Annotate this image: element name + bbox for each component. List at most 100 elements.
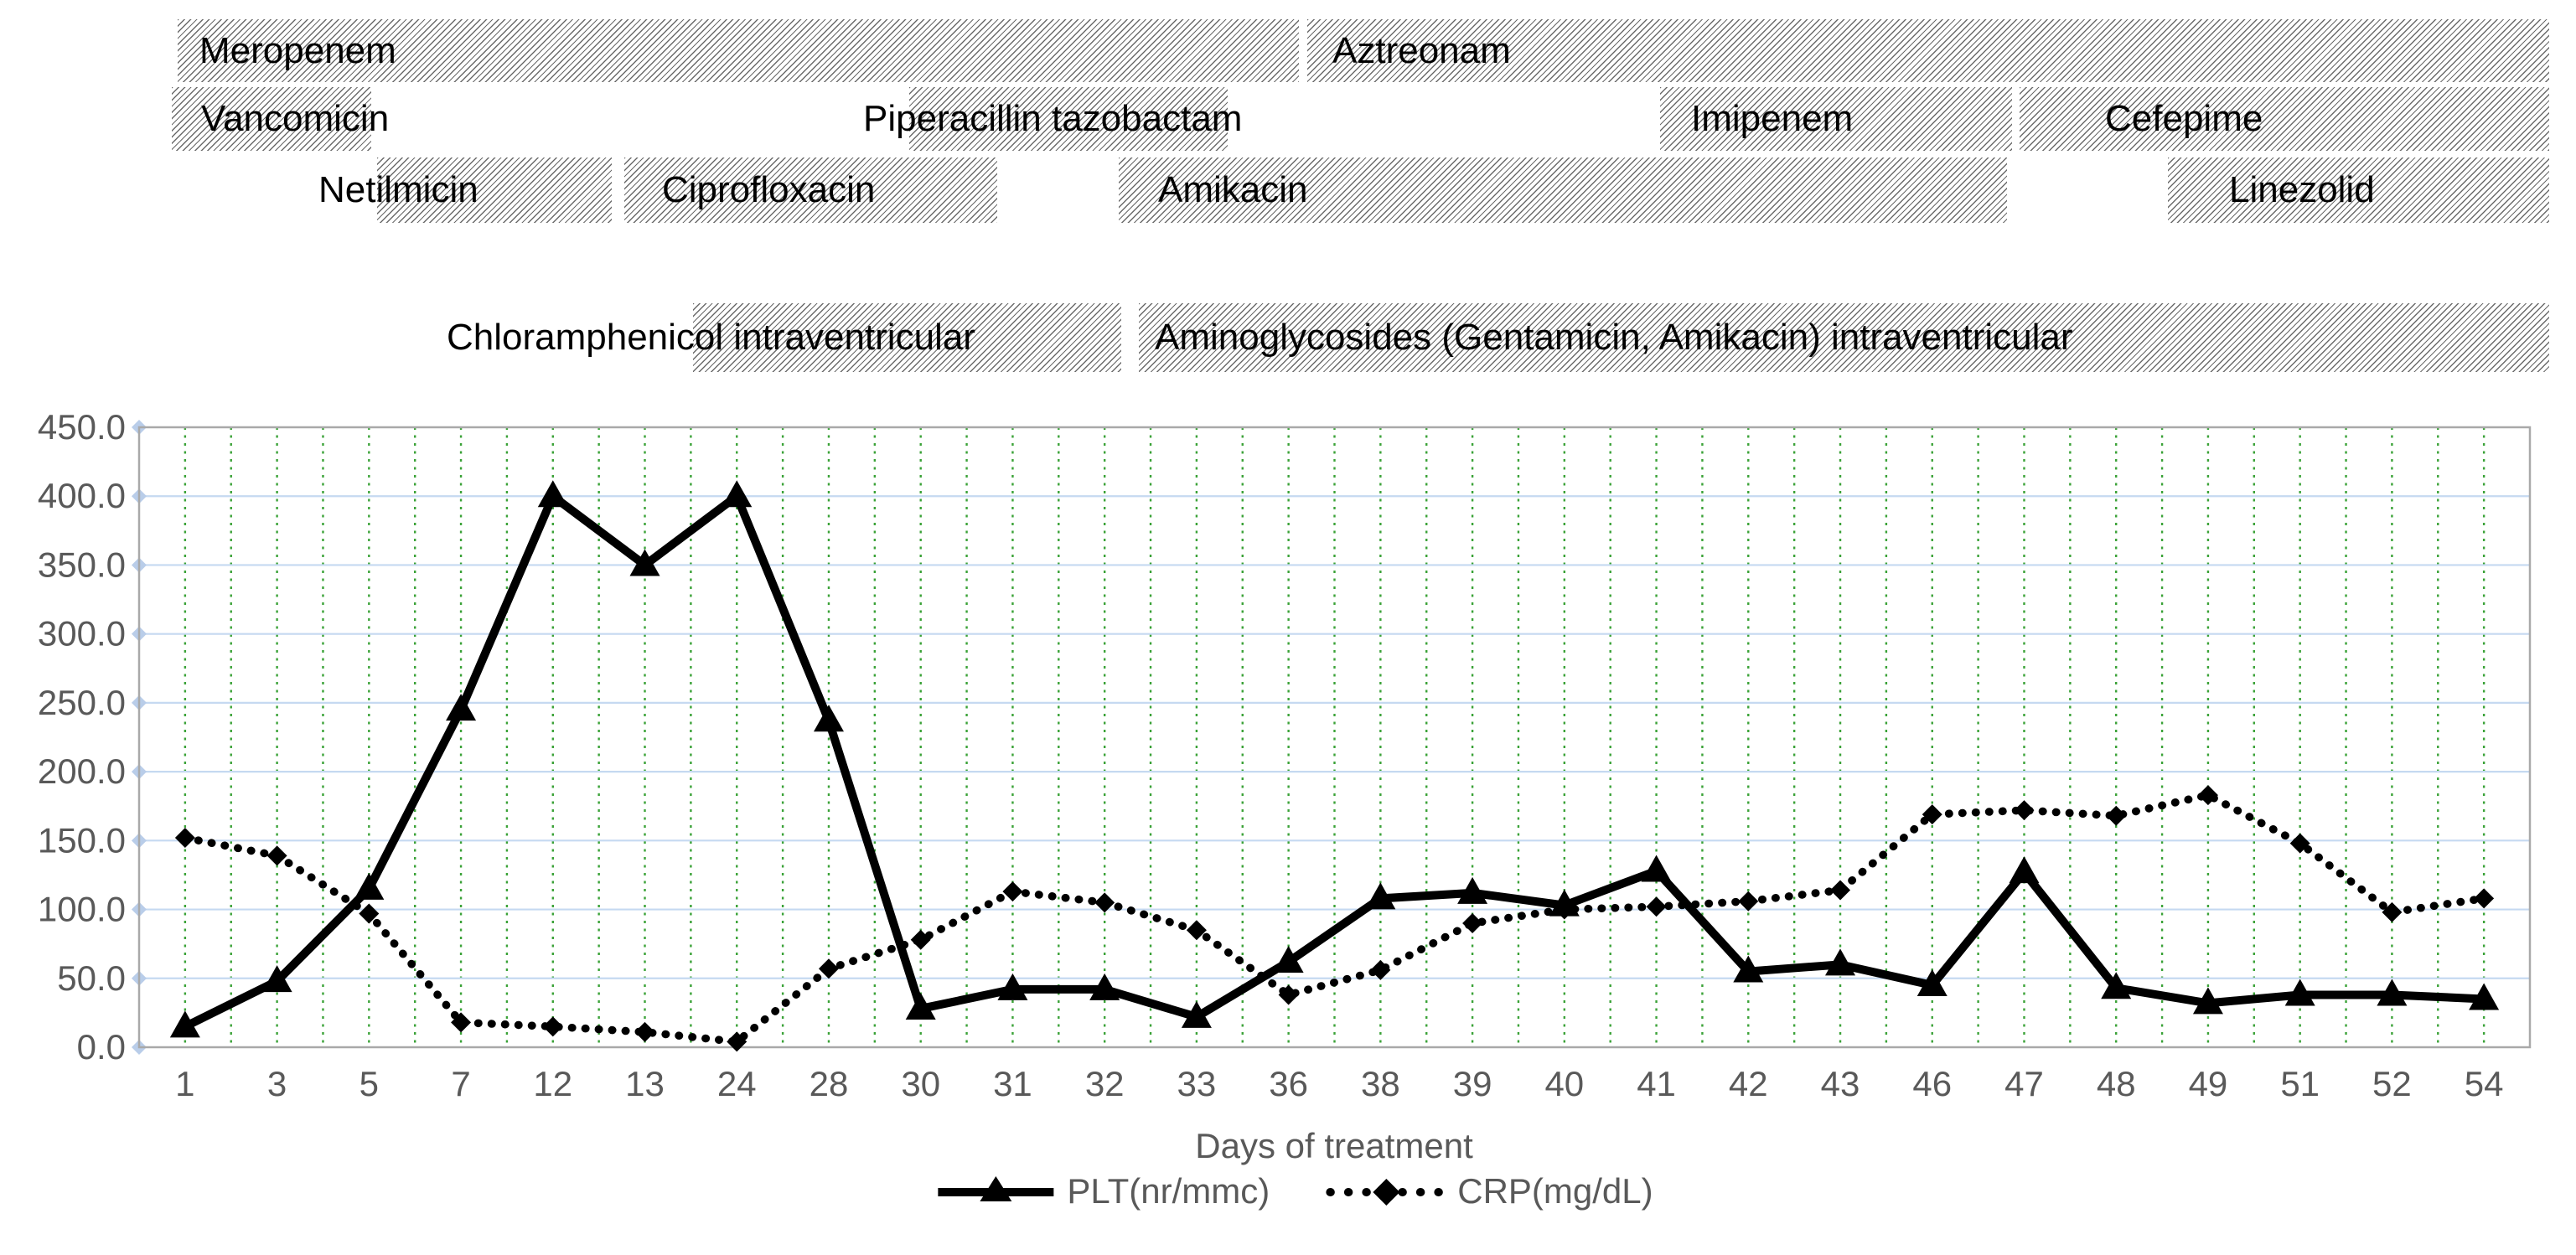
x-tick-label: 36 bbox=[1269, 1064, 1308, 1103]
plt-marker bbox=[997, 973, 1028, 1000]
legend-label-plt: PLT(nr/mmc) bbox=[1067, 1171, 1270, 1211]
treatment-bar-label-linezolid: Linezolid bbox=[2229, 169, 2375, 210]
y-tick-label: 400.0 bbox=[38, 476, 126, 515]
crp-marker bbox=[542, 1016, 563, 1037]
crp-marker bbox=[2474, 888, 2495, 909]
crp-line bbox=[181, 791, 2488, 1046]
y-tick-label: 150.0 bbox=[38, 820, 126, 860]
crp-marker bbox=[727, 1031, 747, 1052]
treatment-bar-vancomicin bbox=[172, 87, 371, 151]
crp-marker bbox=[634, 1021, 655, 1042]
x-tick-label: 7 bbox=[451, 1064, 470, 1103]
plt-marker bbox=[2377, 979, 2408, 1006]
y-tick-label: 300.0 bbox=[38, 614, 126, 653]
plt-marker bbox=[905, 992, 936, 1020]
crp-marker bbox=[1278, 984, 1299, 1005]
x-tick-label: 47 bbox=[2004, 1064, 2044, 1103]
x-tick-label: 32 bbox=[1085, 1064, 1125, 1103]
x-tick-label: 31 bbox=[993, 1064, 1032, 1103]
treatment-bar-linezolid bbox=[2168, 158, 2549, 223]
crp-marker bbox=[910, 929, 931, 950]
crp-marker bbox=[1186, 920, 1207, 941]
x-tick-label: 30 bbox=[901, 1064, 940, 1103]
treatment-bar-meropenem bbox=[178, 19, 1299, 82]
x-tick-label: 24 bbox=[717, 1064, 757, 1103]
crp-marker bbox=[451, 1012, 472, 1033]
crp-marker bbox=[1738, 891, 1759, 912]
plt-marker bbox=[1089, 973, 1120, 1000]
crp-marker bbox=[1646, 896, 1667, 917]
crp-marker bbox=[1922, 804, 1942, 825]
treatment-bar-label-piperacillin-tazobactam: Piperacillin tazobactam bbox=[863, 98, 1243, 139]
plt-marker bbox=[629, 549, 660, 576]
y-tick-label: 450.0 bbox=[38, 407, 126, 447]
plt-legend-marker bbox=[938, 1176, 1054, 1201]
x-tick-label: 12 bbox=[533, 1064, 572, 1103]
crp-marker bbox=[266, 845, 287, 866]
plt-marker bbox=[722, 480, 753, 508]
y-tick-label: 200.0 bbox=[38, 751, 126, 791]
plt-marker bbox=[2101, 972, 2132, 999]
x-tick-label: 54 bbox=[2465, 1064, 2504, 1103]
treatment-bar-piperacillin-tazobactam bbox=[909, 87, 1228, 151]
y-tick-label: 350.0 bbox=[38, 545, 126, 584]
chart-legend: PLT(nr/mmc) CRP(mg/dL) bbox=[933, 1171, 1653, 1211]
treatment-bar-cefepime bbox=[2020, 87, 2549, 151]
crp-marker bbox=[174, 828, 195, 849]
plt-marker bbox=[446, 694, 477, 721]
x-tick-label: 1 bbox=[175, 1064, 194, 1103]
plt-marker bbox=[1641, 855, 1672, 882]
crp-marker bbox=[818, 958, 839, 979]
crp-marker bbox=[359, 903, 380, 924]
x-tick-label: 43 bbox=[1821, 1064, 1860, 1103]
x-tick-label: 28 bbox=[810, 1064, 849, 1103]
treatment-bar-aminoglycosides-gentamicin-amikacin-intraventricular bbox=[1139, 303, 2549, 372]
treatment-bar-amikacin bbox=[1119, 158, 2007, 223]
plt-marker bbox=[1549, 889, 1580, 917]
plt-marker bbox=[1365, 882, 1396, 910]
crp-marker bbox=[1462, 913, 1483, 933]
crp-marker bbox=[2197, 785, 2218, 806]
treatment-bar-label-imipenem: Imipenem bbox=[1691, 98, 1854, 139]
crp-marker bbox=[1002, 881, 1023, 902]
plt-marker bbox=[1457, 876, 1488, 904]
y-tick-label: 0.0 bbox=[77, 1027, 126, 1066]
treatment-bar-label-cefepime: Cefepime bbox=[2105, 98, 2263, 139]
crp-marker bbox=[2289, 833, 2310, 854]
x-tick-label: 52 bbox=[2372, 1064, 2412, 1103]
y-tick-label: 100.0 bbox=[38, 890, 126, 929]
treatment-bar-netilmicin bbox=[377, 158, 612, 223]
x-tick-label: 38 bbox=[1361, 1064, 1400, 1103]
treatment-bar-label-netilmicin: Netilmicin bbox=[318, 169, 478, 210]
treatment-bar-label-aminoglycosides-gentamicin-amikacin-intraventricular: Aminoglycosides (Gentamicin, Amikacin) i… bbox=[1155, 317, 2073, 358]
crp-marker bbox=[2382, 901, 2403, 922]
x-tick-label: 42 bbox=[1729, 1064, 1768, 1103]
x-tick-label: 40 bbox=[1544, 1064, 1584, 1103]
x-tick-label: 49 bbox=[2189, 1064, 2228, 1103]
x-tick-label: 13 bbox=[625, 1064, 665, 1103]
treatment-bar-label-vancomicin: Vancomicin bbox=[201, 98, 390, 139]
treatment-bar-label-aztreonam: Aztreonam bbox=[1332, 29, 1511, 71]
x-axis-title: Days of treatment bbox=[1195, 1126, 1473, 1165]
plt-marker bbox=[2284, 979, 2315, 1006]
x-tick-label: 3 bbox=[267, 1064, 287, 1103]
x-tick-label: 41 bbox=[1637, 1064, 1676, 1103]
treatment-bar-ciprofloxacin bbox=[624, 158, 997, 223]
plt-marker bbox=[2192, 987, 2223, 1015]
plt-marker bbox=[2009, 856, 2040, 884]
x-tick-label: 51 bbox=[2280, 1064, 2320, 1103]
treatment-bar-label-amikacin: Amikacin bbox=[1158, 169, 1308, 210]
legend-item-crp: CRP(mg/dL) bbox=[1323, 1171, 1653, 1211]
crp-legend-marker bbox=[1326, 1179, 1447, 1206]
plt-line bbox=[183, 492, 2485, 1030]
crp-marker bbox=[1094, 892, 1115, 913]
legend-label-crp: CRP(mg/dL) bbox=[1457, 1171, 1653, 1211]
x-tick-label: 46 bbox=[1912, 1064, 1952, 1103]
crp-marker bbox=[1370, 959, 1391, 980]
treatment-bar-label-meropenem: Meropenem bbox=[199, 29, 396, 71]
plt-marker bbox=[1273, 946, 1304, 974]
treatment-bar-label-ciprofloxacin: Ciprofloxacin bbox=[662, 169, 876, 210]
plt-marker bbox=[261, 965, 292, 993]
plt-marker bbox=[1916, 969, 1948, 996]
